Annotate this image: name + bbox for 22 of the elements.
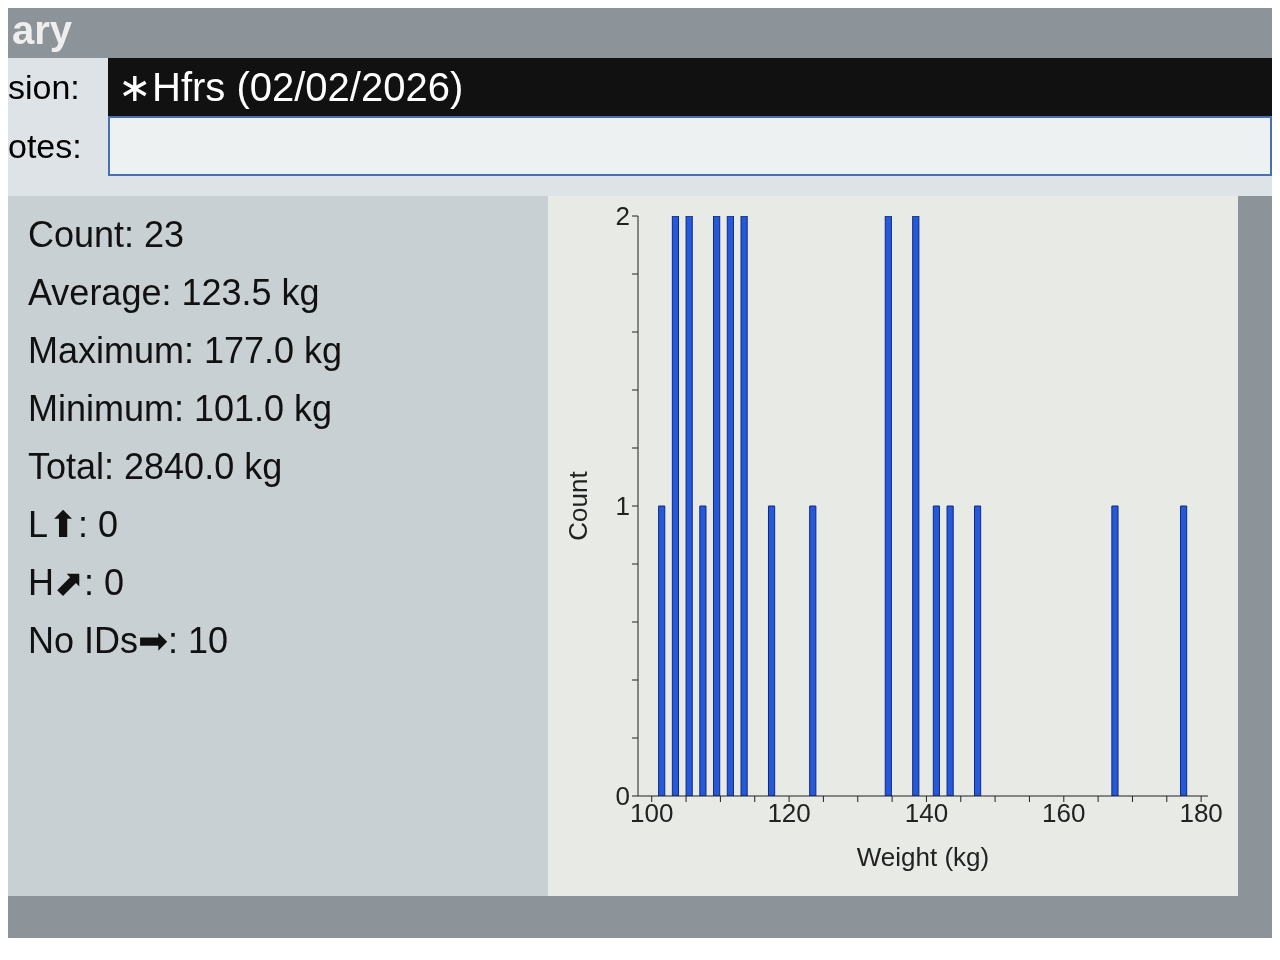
text: otes:	[8, 126, 83, 166]
text: Minimum: 101.0 kg	[28, 387, 334, 431]
text: Count: 23	[28, 213, 186, 257]
text: Average: 123.5 kg	[28, 271, 321, 315]
y-tick-label: 0	[615, 781, 630, 812]
text: L⬆: 0	[28, 503, 120, 547]
x-tick-label: 140	[904, 798, 949, 829]
x-tick-label: 100	[630, 798, 674, 829]
text: sion:	[8, 67, 81, 107]
x-axis-title: Weight (kg)	[856, 842, 990, 872]
y-axis-title: Count	[563, 470, 594, 541]
text: ∗Hfrs (02/02/2026)	[108, 58, 1272, 116]
text: H⬈: 0	[28, 561, 126, 605]
text: No IDs➡: 10	[28, 619, 230, 663]
x-tick-label: 180	[1179, 798, 1223, 829]
text: Maximum: 177.0 kg	[28, 329, 344, 373]
text: ary	[11, 8, 74, 54]
x-tick-label: 160	[1042, 798, 1086, 829]
y-tick-label: 1	[615, 491, 630, 522]
x-tick-label: 120	[767, 798, 811, 829]
y-tick-label: 2	[615, 201, 630, 232]
text: Total: 2840.0 kg	[28, 445, 284, 489]
